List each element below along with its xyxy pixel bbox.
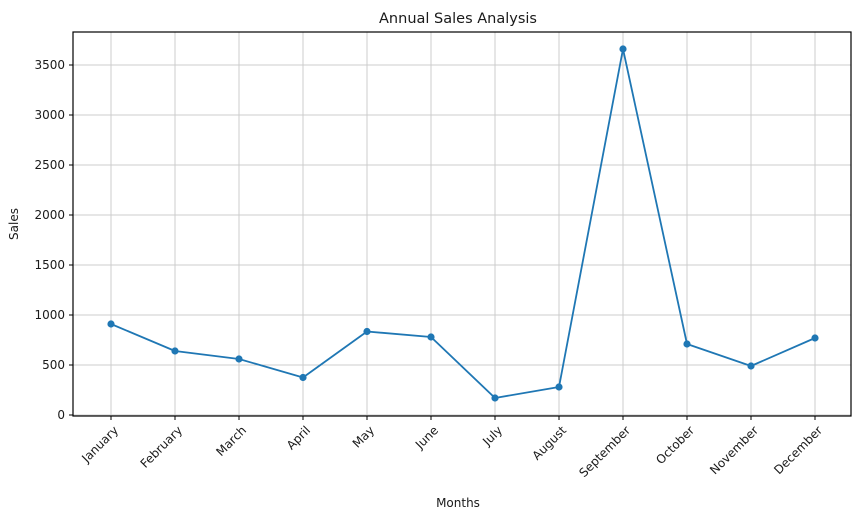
x-tick-label-november: November	[707, 423, 761, 477]
x-tick-label-january: January	[78, 423, 121, 466]
sales-line	[110, 48, 816, 399]
x-tick-label-june: June	[412, 423, 441, 452]
data-point-february	[171, 347, 179, 355]
data-point-august	[555, 383, 563, 391]
y-tick-label-1000: 1000	[34, 308, 65, 322]
y-tick-label-2500: 2500	[34, 158, 65, 172]
x-tick-label-february: February	[138, 423, 186, 471]
spine-layer	[72, 31, 852, 417]
data-point-may	[363, 327, 371, 336]
data-point-september	[619, 45, 627, 53]
grid-layer	[73, 32, 851, 416]
data-point-march	[235, 355, 243, 363]
data-point-april	[299, 373, 307, 382]
x-tick-label-may: May	[350, 423, 377, 450]
tick-layer: 0 500 1000 1500 2000 2500 3000 3500 January Febru…	[34, 58, 825, 480]
series-layer	[107, 45, 819, 402]
y-tick-label-2000: 2000	[34, 208, 65, 222]
y-tick-label-0: 0	[57, 408, 65, 422]
data-point-october	[683, 340, 691, 348]
x-tick-label-april: April	[284, 423, 313, 452]
data-point-january	[107, 320, 115, 328]
y-tick-label-3000: 3000	[34, 108, 65, 122]
x-tick-label-september: September	[576, 423, 633, 480]
x-tick-label-october: October	[653, 423, 697, 467]
plot-border	[72, 31, 852, 417]
x-axis-label: Months	[436, 496, 480, 510]
chart-title: Annual Sales Analysis	[379, 11, 537, 27]
data-point-june	[427, 333, 435, 341]
data-point-december	[811, 334, 819, 342]
y-tick-label-500: 500	[42, 358, 65, 372]
x-tick-label-july: July	[479, 423, 505, 449]
x-tick-label-march: March	[213, 423, 249, 459]
data-point-november	[747, 362, 755, 370]
x-tick-label-december: December	[771, 423, 825, 477]
x-tick-label-august: August	[530, 423, 570, 463]
y-tick-label-3500: 3500	[34, 58, 65, 72]
data-point-july	[491, 394, 499, 402]
y-axis-label: Sales	[7, 208, 21, 240]
y-tick-label-1500: 1500	[34, 258, 65, 272]
